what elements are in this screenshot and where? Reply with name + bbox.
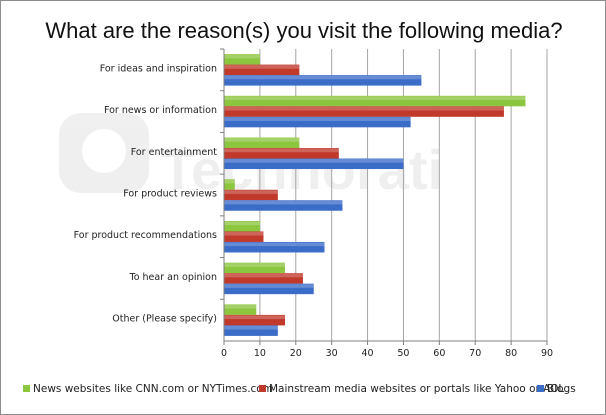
bar-highlight — [224, 315, 286, 320]
bar-highlight — [224, 190, 278, 194]
x-tick-label-30: 30 — [326, 348, 338, 359]
bar-highlight — [224, 159, 404, 163]
bar-highlight — [224, 54, 260, 59]
x-tick-labels: 0 10 20 30 40 50 60 70 80 90 — [221, 348, 553, 359]
bar-blogs-for-entertainment — [224, 158, 404, 170]
bar-news-websites-like-cnn-c-for-entertainment — [224, 137, 300, 149]
bar-news-websites-like-cnn-c-to-hear-an-opinion — [224, 262, 286, 274]
category-label-for-entertainment: For entertainment — [131, 147, 218, 158]
bar-highlight — [224, 179, 235, 184]
bar-highlight — [224, 96, 526, 100]
legend-label-0: News websites like CNN.com or NYTimes.co… — [33, 383, 273, 395]
legend-label-1: Mainstream media websites or portals lik… — [269, 383, 564, 395]
bar-news-websites-like-cnn-c-for-news-or-information — [224, 95, 526, 107]
bar-news-websites-like-cnn-c-for-ideas-and-inspiration — [224, 54, 260, 65]
category-label-other-please-specify: Other (Please specify) — [112, 314, 217, 325]
bar-mainstream-media-website-for-news-or-information — [224, 106, 504, 117]
x-tick-label-20: 20 — [290, 348, 302, 359]
category-label-for-ideas-and-inspiration: For ideas and inspiration — [100, 63, 217, 74]
category-label-for-product-recommendations: For product recommendations — [74, 230, 217, 241]
x-tick-label-0: 0 — [221, 348, 227, 359]
legend-label-2: Blogs — [547, 383, 576, 395]
bar-highlight — [224, 263, 286, 267]
bar-highlight — [224, 117, 411, 121]
bar-highlight — [224, 200, 343, 205]
bar-highlight — [224, 325, 278, 330]
bar-highlight — [224, 138, 300, 142]
bar-highlight — [224, 284, 314, 288]
bar-news-websites-like-cnn-c-for-product-reviews — [224, 179, 235, 190]
legend: News websites like CNN.com or NYTimes.co… — [23, 383, 576, 395]
x-tick-label-90: 90 — [541, 348, 553, 359]
bar-blogs-other-please-specify — [224, 325, 278, 336]
bar-mainstream-media-website-for-product-reviews — [224, 189, 278, 201]
bar-blogs-for-product-recommendations — [224, 241, 325, 253]
legend-swatch-0 — [23, 385, 30, 392]
bar-blogs-for-product-reviews — [224, 200, 343, 211]
bar-highlight — [224, 75, 422, 80]
x-tick-label-70: 70 — [469, 348, 481, 359]
category-label-for-product-reviews: For product reviews — [123, 189, 217, 200]
bar-mainstream-media-website-for-product-recommendations — [224, 231, 264, 242]
bar-blogs-to-hear-an-opinion — [224, 283, 314, 295]
x-tick-label-60: 60 — [433, 348, 445, 359]
bar-blogs-for-ideas-and-inspiration — [224, 75, 422, 86]
bar-highlight — [224, 65, 300, 69]
bar-mainstream-media-website-for-entertainment — [224, 148, 339, 159]
bar-highlight — [224, 242, 325, 247]
bar-highlight — [224, 273, 303, 278]
bar-highlight — [224, 106, 504, 111]
legend-swatch-1 — [259, 385, 266, 392]
legend-swatch-2 — [537, 385, 544, 392]
bar-mainstream-media-website-to-hear-an-opinion — [224, 273, 303, 284]
bar-mainstream-media-website-for-ideas-and-inspiration — [224, 64, 300, 76]
bar-highlight — [224, 148, 339, 153]
bar-highlight — [224, 304, 257, 309]
x-tick-label-80: 80 — [505, 348, 517, 359]
bar-blogs-for-news-or-information — [224, 116, 411, 128]
bar-news-websites-like-cnn-c-for-product-recommendations — [224, 220, 260, 232]
chart-title: What are the reason(s) you visit the fol… — [45, 18, 562, 43]
bar-news-websites-like-cnn-c-other-please-specify — [224, 304, 257, 315]
category-label-to-hear-an-opinion: To hear an opinion — [129, 272, 217, 283]
bar-mainstream-media-website-other-please-specify — [224, 314, 286, 326]
axes — [220, 48, 548, 345]
x-tick-label-10: 10 — [254, 348, 266, 359]
bar-highlight — [224, 231, 264, 236]
category-labels: For ideas and inspiration For news or inf… — [74, 63, 218, 324]
x-tick-label-50: 50 — [397, 348, 409, 359]
bars — [224, 54, 526, 336]
category-label-for-news-or-information: For news or information — [104, 105, 217, 116]
x-tick-label-40: 40 — [362, 348, 374, 359]
bar-highlight — [224, 221, 260, 226]
